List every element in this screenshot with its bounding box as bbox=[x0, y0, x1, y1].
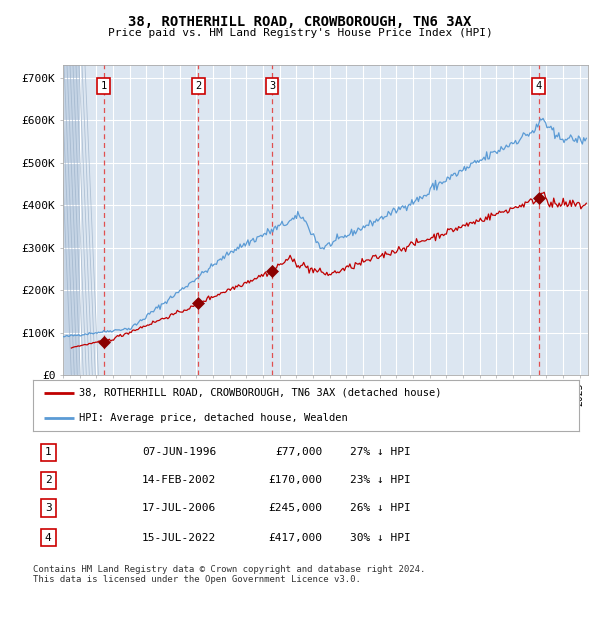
Text: £417,000: £417,000 bbox=[268, 533, 322, 542]
Text: 2: 2 bbox=[45, 476, 52, 485]
Text: 2: 2 bbox=[195, 81, 202, 91]
Text: Contains HM Land Registry data © Crown copyright and database right 2024.: Contains HM Land Registry data © Crown c… bbox=[33, 565, 425, 575]
Text: 1: 1 bbox=[101, 81, 107, 91]
Text: £245,000: £245,000 bbox=[268, 503, 322, 513]
Text: 14-FEB-2002: 14-FEB-2002 bbox=[142, 476, 217, 485]
Text: £170,000: £170,000 bbox=[268, 476, 322, 485]
Text: 38, ROTHERHILL ROAD, CROWBOROUGH, TN6 3AX (detached house): 38, ROTHERHILL ROAD, CROWBOROUGH, TN6 3A… bbox=[79, 388, 442, 398]
Text: £77,000: £77,000 bbox=[275, 448, 322, 458]
Text: 30% ↓ HPI: 30% ↓ HPI bbox=[350, 533, 410, 542]
Text: 27% ↓ HPI: 27% ↓ HPI bbox=[350, 448, 410, 458]
Text: 17-JUL-2006: 17-JUL-2006 bbox=[142, 503, 217, 513]
Text: 07-JUN-1996: 07-JUN-1996 bbox=[142, 448, 217, 458]
Text: Price paid vs. HM Land Registry's House Price Index (HPI): Price paid vs. HM Land Registry's House … bbox=[107, 28, 493, 38]
Text: HPI: Average price, detached house, Wealden: HPI: Average price, detached house, Weal… bbox=[79, 413, 348, 423]
Text: 26% ↓ HPI: 26% ↓ HPI bbox=[350, 503, 410, 513]
Text: 1: 1 bbox=[45, 448, 52, 458]
Text: 3: 3 bbox=[269, 81, 275, 91]
Text: 4: 4 bbox=[536, 81, 542, 91]
Text: 4: 4 bbox=[45, 533, 52, 542]
Text: This data is licensed under the Open Government Licence v3.0.: This data is licensed under the Open Gov… bbox=[33, 575, 361, 585]
Text: 15-JUL-2022: 15-JUL-2022 bbox=[142, 533, 217, 542]
Text: 3: 3 bbox=[45, 503, 52, 513]
Text: 23% ↓ HPI: 23% ↓ HPI bbox=[350, 476, 410, 485]
Text: 38, ROTHERHILL ROAD, CROWBOROUGH, TN6 3AX: 38, ROTHERHILL ROAD, CROWBOROUGH, TN6 3A… bbox=[128, 16, 472, 30]
